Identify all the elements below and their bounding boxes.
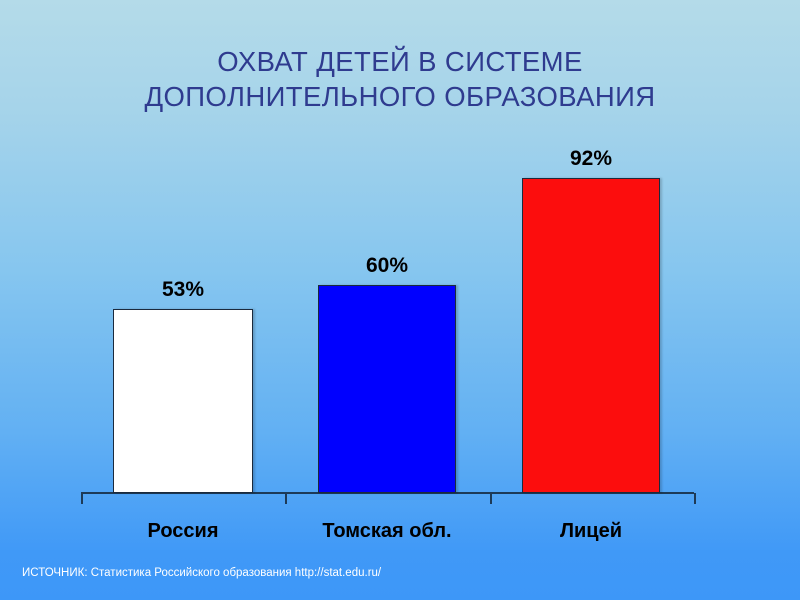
page-title-line-1: ОХВАТ ДЕТЕЙ В СИСТЕМЕ [217,46,583,77]
bar-value-label-lyceum: 92% [569,147,613,170]
bar-value-label-russia: 53% [161,278,205,301]
bar-tomsk-oblast[interactable] [318,285,456,493]
axis-tick [285,493,287,504]
chart-axis-baseline [81,492,694,494]
bar-lyceum[interactable] [522,178,660,493]
bar-value-label-tomsk-oblast: 60% [365,254,409,277]
source-credit: ИСТОЧНИК: Статистика Российского образов… [22,567,382,579]
axis-tick [490,493,492,504]
axis-tick [81,493,83,504]
axis-tick [694,493,696,504]
page-title: ОХВАТ ДЕТЕЙ В СИСТЕМЕ ДОПОЛНИТЕЛЬНОГО ОБ… [0,44,800,114]
bar-category-label-tomsk-oblast: Томская обл. [322,520,452,542]
bar-category-label-russia: Россия [147,520,219,542]
bar-russia[interactable] [113,309,253,493]
bar-category-label-lyceum: Лицей [559,520,623,542]
page-title-line-2: ДОПОЛНИТЕЛЬНОГО ОБРАЗОВАНИЯ [144,81,656,112]
